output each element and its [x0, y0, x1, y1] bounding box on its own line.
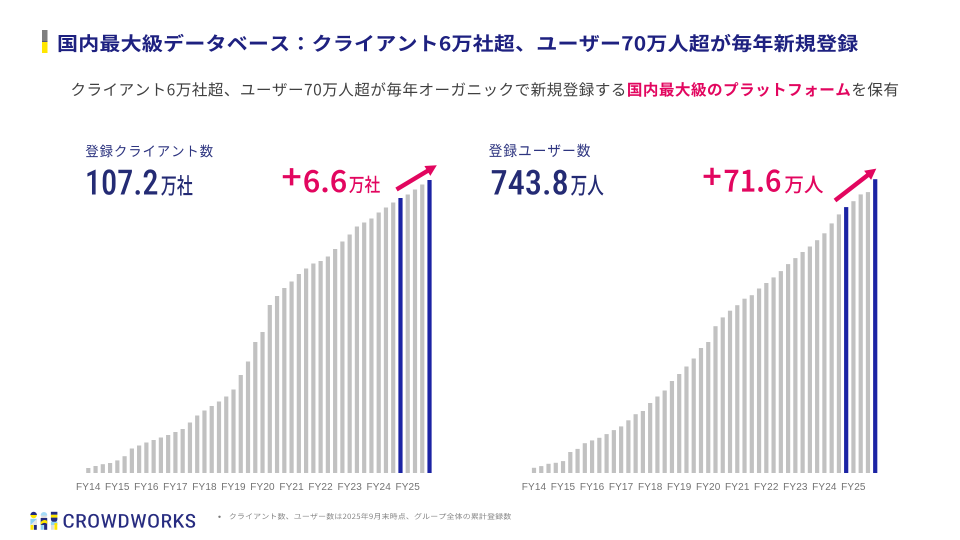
svg-text:FY14: FY14	[522, 482, 547, 493]
svg-text:FY18: FY18	[192, 482, 217, 493]
svg-text:FY15: FY15	[105, 482, 130, 493]
svg-text:FY22: FY22	[308, 482, 333, 493]
svg-text:FY25: FY25	[841, 482, 866, 493]
svg-text:FY17: FY17	[163, 482, 188, 493]
svg-text:FY20: FY20	[250, 482, 275, 493]
svg-text:FY23: FY23	[783, 482, 808, 493]
svg-text:FY25: FY25	[395, 482, 420, 493]
svg-text:FY14: FY14	[76, 482, 101, 493]
svg-text:FY21: FY21	[279, 482, 304, 493]
svg-text:FY19: FY19	[221, 482, 246, 493]
svg-text:FY18: FY18	[638, 482, 663, 493]
svg-text:FY16: FY16	[134, 482, 159, 493]
svg-text:FY24: FY24	[366, 482, 391, 493]
svg-text:FY23: FY23	[337, 482, 362, 493]
svg-text:FY20: FY20	[696, 482, 721, 493]
svg-text:FY17: FY17	[609, 482, 634, 493]
svg-text:FY21: FY21	[725, 482, 750, 493]
svg-text:FY19: FY19	[667, 482, 692, 493]
svg-text:FY22: FY22	[754, 482, 779, 493]
svg-text:FY15: FY15	[551, 482, 576, 493]
svg-text:FY24: FY24	[812, 482, 837, 493]
svg-text:FY16: FY16	[580, 482, 605, 493]
